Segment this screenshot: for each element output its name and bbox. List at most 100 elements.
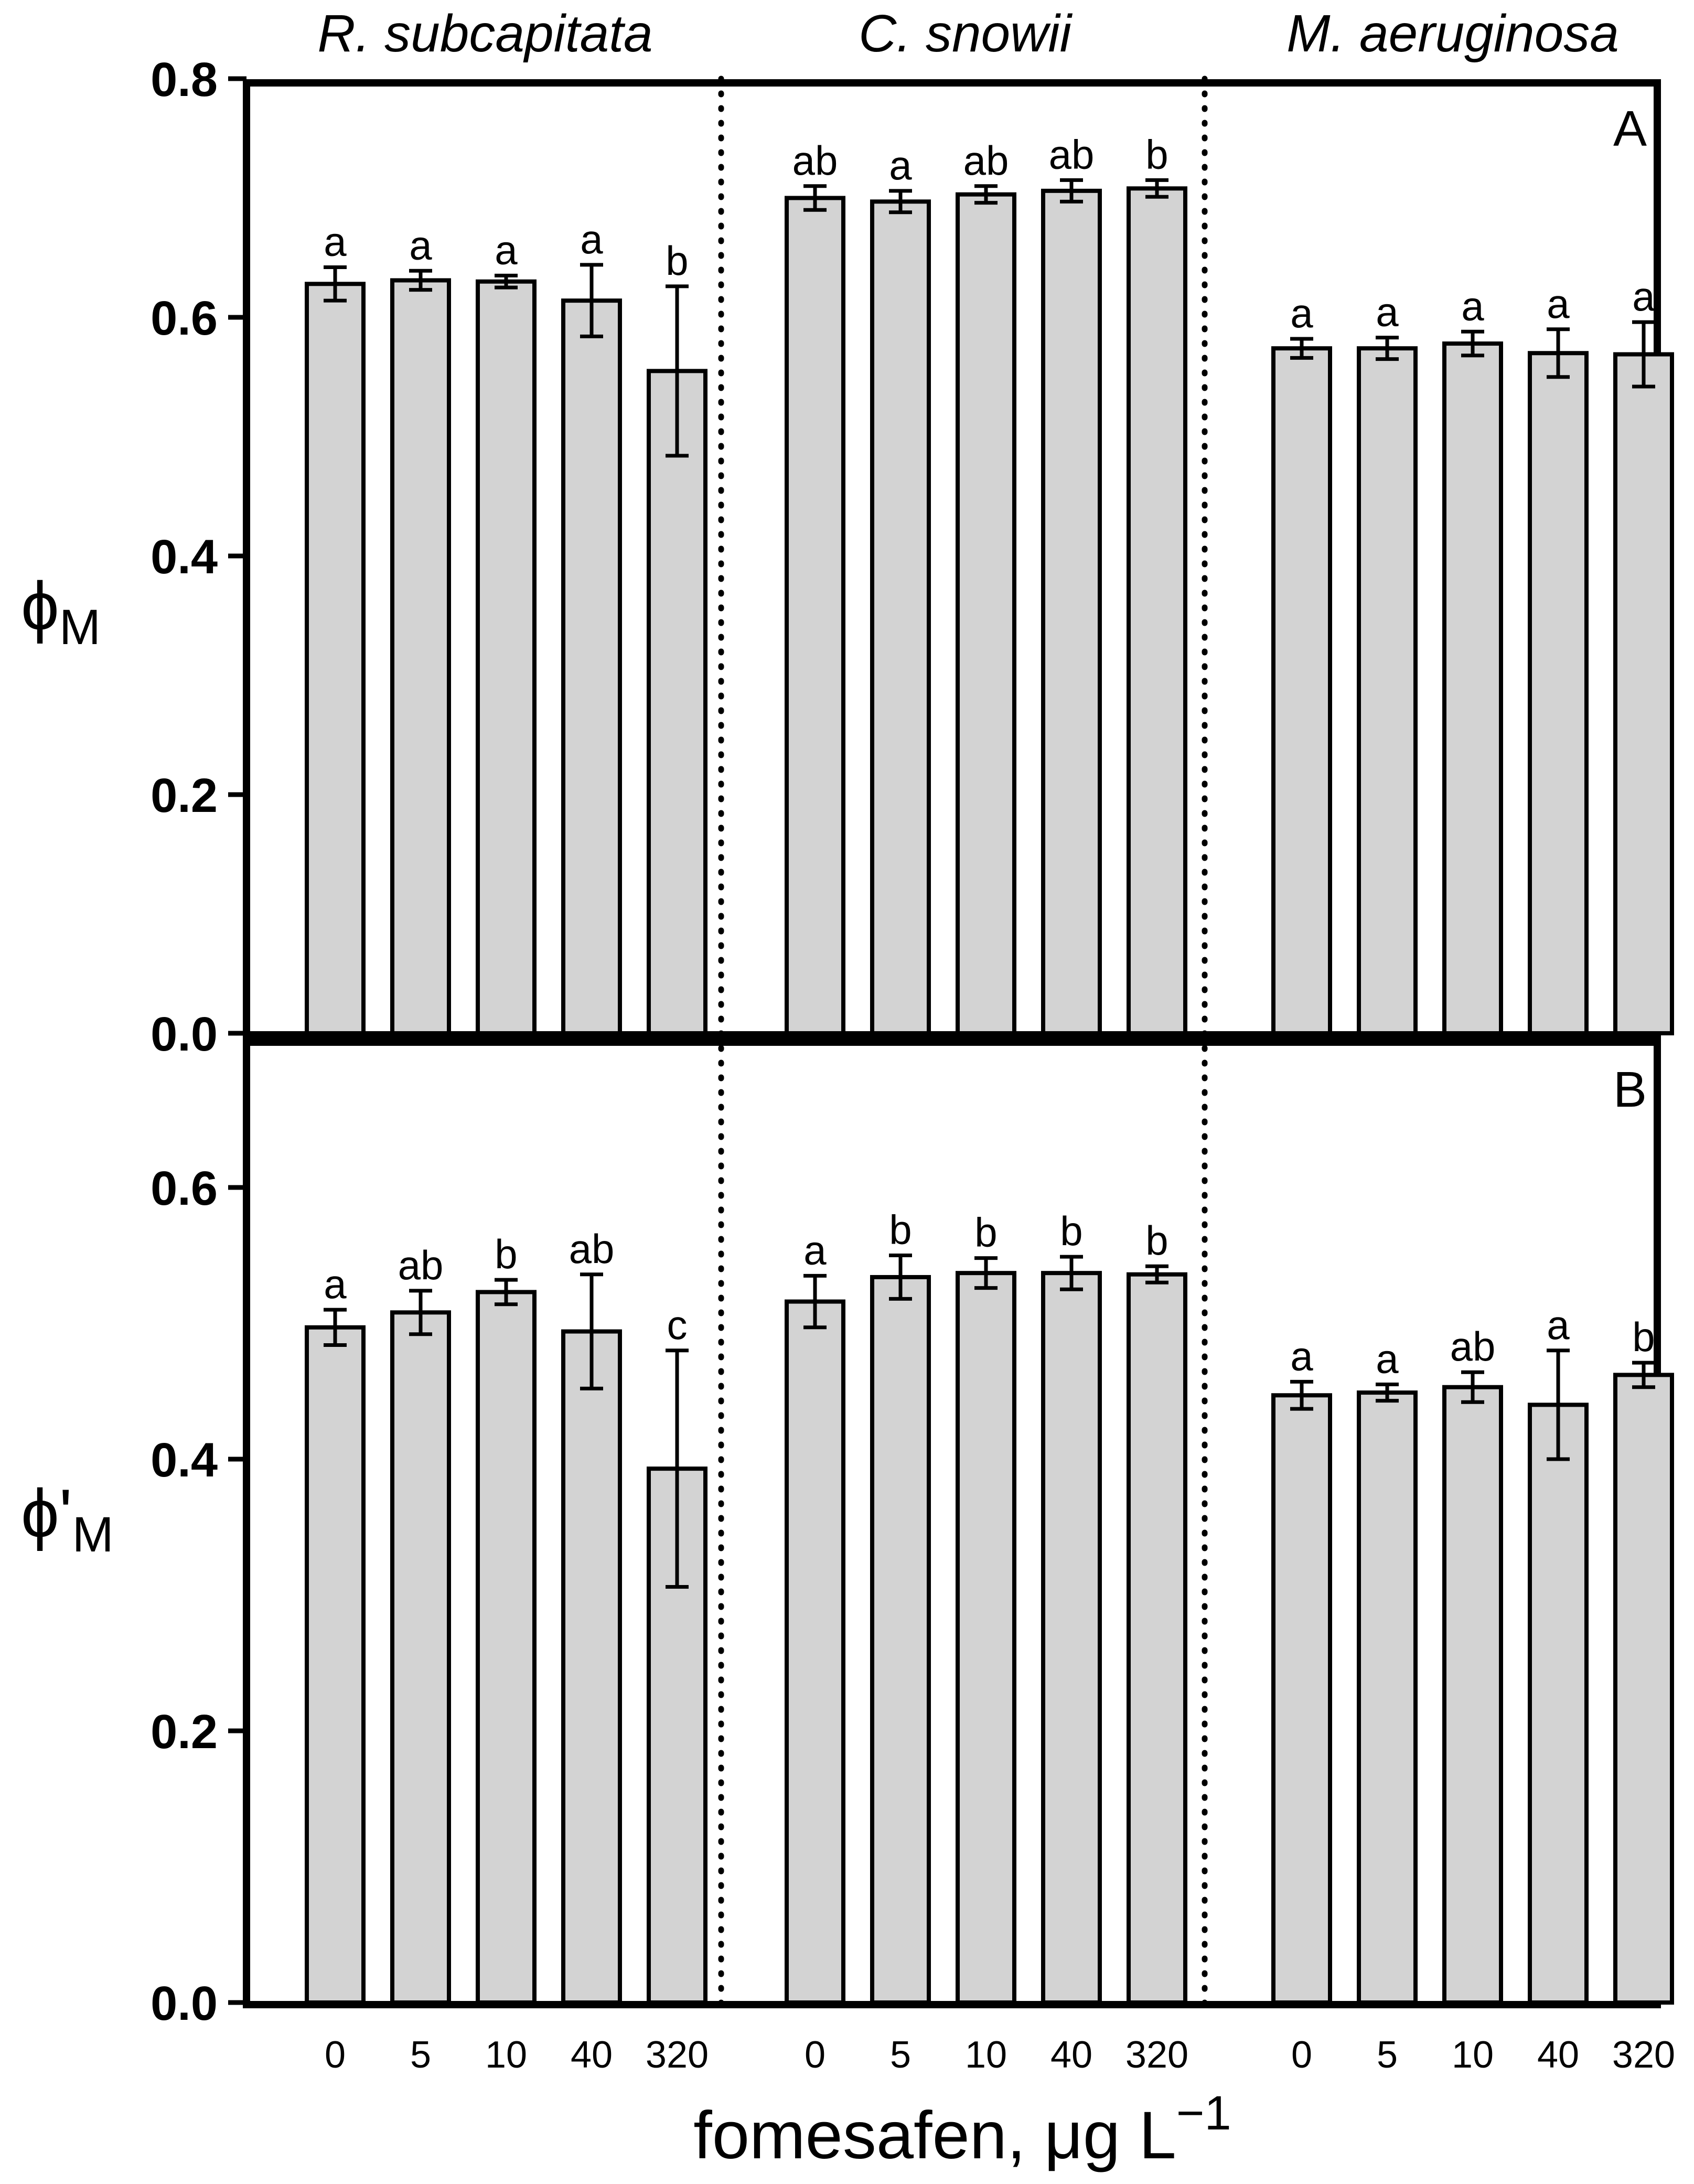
bar — [561, 298, 622, 1035]
bar — [390, 1310, 451, 2005]
bar — [1613, 1373, 1674, 2005]
x-tick-label: 5 — [1377, 2034, 1398, 2076]
significance-letter: a — [324, 218, 347, 264]
panel-a-y-tick-label: 0.0 — [151, 1008, 218, 1061]
significance-letter: a — [495, 227, 518, 273]
x-tick-label: 10 — [1452, 2034, 1494, 2076]
significance-letter: ab — [1450, 1323, 1496, 1369]
panel-a-label: A — [1613, 101, 1647, 157]
panel-a-y-tick-label: 0.4 — [151, 530, 218, 584]
significance-letter: b — [495, 1231, 517, 1277]
panel-b-label: B — [1613, 1062, 1647, 1118]
panel-a-y-axis-symbol: ϕ — [21, 568, 59, 644]
significance-letter: ab — [569, 1226, 615, 1272]
significance-letter: b — [1145, 1217, 1168, 1264]
significance-letter: ab — [398, 1242, 444, 1288]
x-axis-label: fomesafen, μg L−1 — [693, 2086, 1231, 2173]
x-tick-label: 10 — [485, 2034, 527, 2076]
bar — [476, 1290, 537, 2005]
x-tick-label: 5 — [890, 2034, 911, 2076]
bar — [1528, 1403, 1589, 2005]
panel-b-y-tick-label: 0.0 — [151, 1977, 218, 2030]
panel-b-y-axis: 0.0 0.2 0.4 0.6 — [151, 1162, 246, 2030]
x-tick-label: 320 — [1125, 2034, 1188, 2076]
x-axis-label-sup: −1 — [1176, 2086, 1231, 2140]
significance-letter: a — [1547, 1302, 1570, 1348]
bar — [1613, 352, 1674, 1035]
panel-b-y-tick-label: 0.4 — [151, 1433, 218, 1487]
bar — [476, 279, 537, 1035]
significance-letter: b — [1060, 1208, 1082, 1254]
panel-a-y-axis: 0.0 0.2 0.4 0.6 0.8 — [151, 53, 246, 1061]
significance-letter: a — [1290, 1333, 1313, 1379]
bar — [647, 369, 707, 1035]
species-title-1: R. subcapitata — [317, 4, 652, 63]
bar — [785, 1299, 845, 2005]
panel-b-y-axis-symbol: ϕ' — [21, 1475, 72, 1551]
bar — [1528, 351, 1589, 1035]
panel-a-y-axis-subscript: M — [59, 599, 101, 655]
bar — [870, 199, 931, 1036]
species-title-3: M. aeruginosa — [1286, 4, 1619, 63]
bar — [561, 1329, 622, 2005]
bar — [1127, 186, 1187, 1035]
bar — [1041, 1271, 1102, 2005]
significance-letter: a — [803, 1227, 827, 1273]
x-tick-label: 0 — [325, 2034, 346, 2076]
significance-letter: c — [667, 1302, 688, 1348]
bar — [1357, 1390, 1418, 2005]
significance-letter: a — [1376, 1336, 1399, 1382]
x-axis-label-main: fomesafen, μg L — [693, 2098, 1176, 2173]
significance-letter: a — [409, 222, 432, 268]
bar — [1442, 341, 1503, 1035]
panel-a-bars: a a a a bab a ab ab ba a a a a — [305, 131, 1674, 1036]
significance-letter: a — [580, 216, 603, 262]
significance-letter: ab — [963, 137, 1009, 184]
significance-letter: b — [666, 238, 688, 284]
panel-a-y-tick-label: 0.6 — [151, 292, 218, 345]
bar — [1442, 1385, 1503, 2005]
bar — [1041, 188, 1102, 1036]
panel-b-y-axis-subscript: M — [72, 1507, 114, 1562]
x-tick-label: 320 — [646, 2034, 709, 2076]
species-title-2: C. snowii — [859, 4, 1073, 63]
significance-letter: a — [1547, 281, 1570, 327]
x-tick-label: 40 — [1537, 2034, 1579, 2076]
x-tick-label: 320 — [1612, 2034, 1675, 2076]
significance-letter: b — [1145, 131, 1168, 177]
significance-letter: b — [889, 1207, 912, 1253]
panel-b-y-tick-label: 0.6 — [151, 1162, 218, 1215]
panel-a-y-tick-label: 0.8 — [151, 53, 218, 106]
bar — [956, 192, 1016, 1035]
significance-letter: ab — [1049, 131, 1095, 177]
significance-letter: ab — [792, 137, 838, 184]
bar — [870, 1275, 931, 2005]
x-tick-label: 40 — [1050, 2034, 1092, 2076]
significance-letter: a — [889, 142, 912, 188]
significance-letter: a — [1461, 283, 1484, 329]
bar — [785, 196, 845, 1035]
bar — [956, 1271, 1016, 2005]
x-tick-label: 10 — [965, 2034, 1007, 2076]
significance-letter: a — [1290, 290, 1313, 336]
panel-a: a a a a bab a ab ab ba a a a a 0.00.20.40.60.8 A ϕM — [21, 53, 1674, 1061]
panel-a-y-axis-label: ϕM — [21, 568, 101, 655]
x-tick-label: 5 — [410, 2034, 431, 2076]
significance-letter: b — [974, 1209, 997, 1256]
bar — [1271, 1393, 1332, 2005]
bar — [390, 278, 451, 1035]
x-axis-ticks: 0 5 10 40 320 0 5 10 40 320 0 5 10 40 320 — [325, 2034, 1675, 2076]
x-tick-label: 40 — [571, 2034, 613, 2076]
x-tick-label: 0 — [805, 2034, 825, 2076]
significance-letter: b — [1632, 1314, 1655, 1360]
significance-letter: a — [1632, 273, 1655, 319]
significance-letter: a — [324, 1261, 347, 1307]
panel-a-y-tick-label: 0.2 — [151, 769, 218, 822]
bar — [647, 1466, 707, 2005]
bar — [1357, 346, 1418, 1035]
bar — [1127, 1272, 1187, 2005]
bar — [305, 282, 366, 1035]
